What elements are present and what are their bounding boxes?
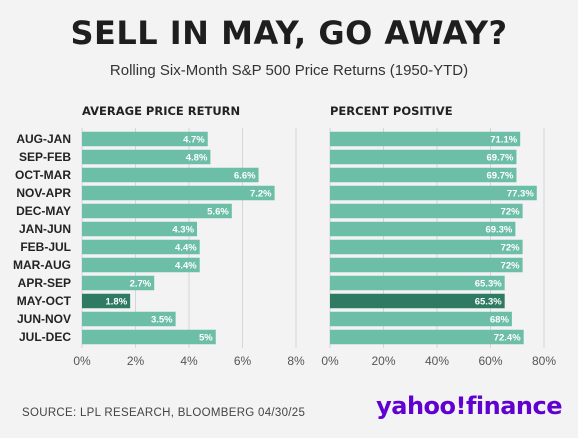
category-label: MAR-AUG bbox=[13, 258, 71, 272]
bar bbox=[330, 203, 523, 219]
bar bbox=[330, 293, 505, 309]
bar bbox=[82, 257, 200, 273]
source-note: SOURCE: LPL RESEARCH, BLOOMBERG 04/30/25 bbox=[22, 407, 306, 419]
data-label: 4.3% bbox=[172, 225, 194, 236]
category-label: APR-SEP bbox=[18, 276, 71, 290]
data-label: 5.6% bbox=[207, 207, 229, 218]
data-label: 69.3% bbox=[485, 225, 512, 236]
bar bbox=[82, 131, 208, 147]
bar bbox=[330, 149, 517, 165]
x-tick-label: 40% bbox=[425, 354, 449, 368]
panel-title-average-return: AVERAGE PRICE RETURN bbox=[82, 104, 241, 118]
bar bbox=[82, 293, 131, 309]
bar bbox=[330, 275, 505, 291]
x-tick-label: 60% bbox=[478, 354, 502, 368]
data-label: 72.4% bbox=[494, 333, 521, 344]
data-label: 4.8% bbox=[186, 153, 208, 164]
data-label: 7.2% bbox=[250, 189, 272, 200]
data-label: 2.7% bbox=[130, 279, 152, 290]
bar bbox=[82, 167, 259, 183]
bar bbox=[82, 275, 155, 291]
category-label: JUL-DEC bbox=[19, 330, 71, 344]
bar bbox=[330, 257, 523, 273]
category-label: JUN-NOV bbox=[17, 312, 71, 326]
data-label: 4.4% bbox=[175, 261, 197, 272]
bar bbox=[330, 131, 521, 147]
x-tick-label: 2% bbox=[127, 354, 145, 368]
category-label: SEP-FEB bbox=[19, 150, 71, 164]
bar bbox=[82, 149, 211, 165]
category-label: OCT-MAR bbox=[15, 168, 71, 182]
data-label: 72% bbox=[501, 243, 521, 254]
bar bbox=[330, 185, 537, 201]
data-label: 71.1% bbox=[490, 135, 517, 146]
bar bbox=[330, 329, 524, 345]
data-label: 69.7% bbox=[487, 171, 514, 182]
x-tick-label: 6% bbox=[234, 354, 252, 368]
data-label: 77.3% bbox=[507, 189, 534, 200]
data-label: 4.7% bbox=[183, 135, 205, 146]
data-label: 65.3% bbox=[475, 297, 502, 308]
bar bbox=[82, 239, 200, 255]
x-tick-label: 80% bbox=[532, 354, 556, 368]
data-label: 69.7% bbox=[487, 153, 514, 164]
panel-title-percent-positive: PERCENT POSITIVE bbox=[330, 104, 453, 118]
category-label: DEC-MAY bbox=[16, 204, 71, 218]
data-label: 3.5% bbox=[151, 315, 173, 326]
yahoo-finance-logo: yahoo!finance bbox=[376, 392, 562, 420]
category-label: AUG-JAN bbox=[16, 132, 71, 146]
chart-title: SELL IN MAY, GO AWAY? bbox=[70, 14, 508, 52]
data-label: 4.4% bbox=[175, 243, 197, 254]
bar bbox=[330, 311, 512, 327]
data-label: 65.3% bbox=[475, 279, 502, 290]
x-tick-label: 0% bbox=[321, 354, 339, 368]
x-tick-label: 20% bbox=[371, 354, 395, 368]
data-label: 68% bbox=[490, 315, 510, 326]
x-tick-label: 8% bbox=[287, 354, 305, 368]
bar bbox=[330, 239, 523, 255]
bar bbox=[82, 329, 216, 345]
category-label: FEB-JUL bbox=[20, 240, 71, 254]
data-label: 1.8% bbox=[105, 297, 127, 308]
x-tick-label: 4% bbox=[180, 354, 198, 368]
category-label: NOV-APR bbox=[16, 186, 71, 200]
bar bbox=[82, 311, 176, 327]
chart-subtitle: Rolling Six-Month S&P 500 Price Returns … bbox=[109, 62, 469, 79]
bar bbox=[82, 203, 232, 219]
data-label: 72% bbox=[501, 261, 521, 272]
category-label: JAN-JUN bbox=[19, 222, 71, 236]
category-label: MAY-OCT bbox=[17, 294, 72, 308]
data-label: 72% bbox=[501, 207, 521, 218]
x-tick-label: 0% bbox=[73, 354, 91, 368]
data-label: 6.6% bbox=[234, 171, 256, 182]
bar bbox=[82, 221, 198, 237]
bar bbox=[82, 185, 275, 201]
bar bbox=[330, 167, 517, 183]
data-label: 5% bbox=[199, 333, 213, 344]
bar bbox=[330, 221, 516, 237]
